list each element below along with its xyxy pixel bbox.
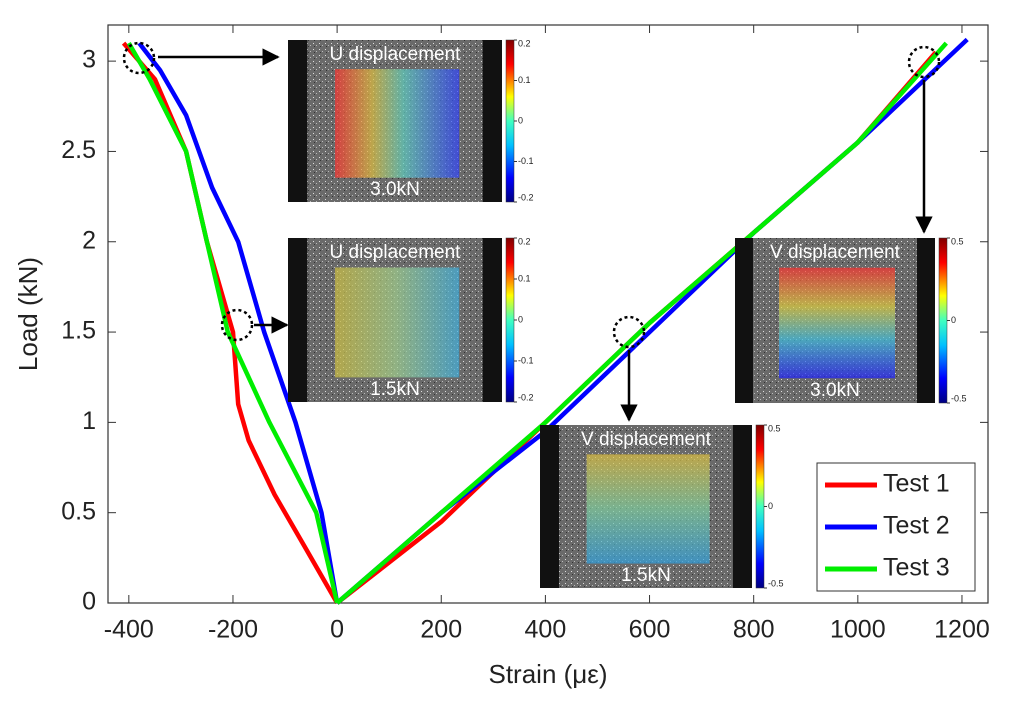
y-tick-label: 3 <box>82 46 96 74</box>
colorbar-tick-label: 0 <box>518 314 523 324</box>
inset: V displacement 1.5kN 0.5 0 -0.5 <box>540 423 784 589</box>
inset-title: V displacement <box>770 242 901 263</box>
highlight-circle <box>220 308 254 342</box>
colorbar <box>938 237 948 404</box>
colorbar <box>505 39 515 203</box>
legend-label: Test 1 <box>883 470 950 498</box>
markers <box>122 41 941 422</box>
inset-edge <box>540 425 560 588</box>
plot-area: -400 -200 0 200 400 600 800 1000 1200 0 0.5 1 1.5 2 2.… <box>61 25 990 644</box>
inset-edge <box>917 238 935 403</box>
inset-edge <box>288 238 308 402</box>
inset: V displacement 3.0kN 0.5 0 -0.5 <box>735 236 967 404</box>
y-axis-label: Load (kN) <box>13 257 43 371</box>
inset-field <box>779 267 895 379</box>
y-tick-label: 0 <box>82 588 96 616</box>
inset-load: 1.5kN <box>621 565 671 586</box>
highlight-circle <box>122 41 156 75</box>
inset-load: 3.0kN <box>810 380 860 401</box>
colorbar-tick-label: 0.1 <box>518 75 531 85</box>
colorbar-tick-label: 0 <box>768 501 773 511</box>
colorbar-tick-label: 0.2 <box>518 38 531 48</box>
colorbar-tick-label: -0.1 <box>518 156 534 166</box>
series-line <box>126 41 948 605</box>
colorbar-tick-label: -0.2 <box>518 192 534 202</box>
legend-label: Test 3 <box>883 554 950 582</box>
x-tick-label: -400 <box>104 616 154 644</box>
x-tick-label: 600 <box>629 616 671 644</box>
inset-field <box>335 69 460 178</box>
inset-title: U displacement <box>330 44 462 65</box>
colorbar <box>505 237 515 403</box>
highlight-circle <box>907 45 941 79</box>
legend-label: Test 2 <box>883 512 950 540</box>
inset: U displacement 1.5kN 0.2 0.1 0 -0.1 -0.2 <box>288 236 534 403</box>
y-tick-label: 1 <box>82 407 96 435</box>
highlight-circle <box>612 315 646 349</box>
y-tick-label: 2 <box>82 226 96 254</box>
colorbar-tick-label: 0.5 <box>768 423 781 433</box>
colorbar-tick-label: 0 <box>518 115 523 125</box>
x-tick-label: 400 <box>525 616 567 644</box>
inset-title: U displacement <box>330 242 462 263</box>
x-tick-label: 200 <box>420 616 462 644</box>
inset-edge <box>482 238 502 402</box>
x-tick-label: 800 <box>733 616 775 644</box>
colorbar-tick-label: 0.1 <box>518 273 531 283</box>
inset-edge <box>732 425 752 588</box>
inset-edge <box>735 238 753 403</box>
legend: Test 1 Test 2 Test 3 <box>816 462 976 592</box>
colorbar-tick-label: -0.5 <box>951 393 967 403</box>
inset-field <box>586 454 710 564</box>
y-tick-label: 2.5 <box>61 136 96 164</box>
inset-load: 1.5kN <box>370 379 420 400</box>
inset-edge <box>482 40 502 202</box>
y-tick-label: 1.5 <box>61 317 96 345</box>
x-tick-label: 1200 <box>934 616 990 644</box>
x-tick-label: -200 <box>208 616 258 644</box>
colorbar-tick-label: -0.5 <box>768 578 784 588</box>
colorbar-tick-label: 0.2 <box>518 236 531 246</box>
x-tick-label: 0 <box>330 616 344 644</box>
inset-field <box>335 267 460 378</box>
y-tick-label: 0.5 <box>61 497 96 525</box>
colorbar-tick-label: -0.2 <box>518 392 534 402</box>
colorbar-tick-label: 0 <box>951 315 956 325</box>
plot-frame <box>107 24 989 604</box>
inset-load: 3.0kN <box>370 179 420 200</box>
colorbar <box>755 424 765 589</box>
colorbar-tick-label: 0.5 <box>951 236 964 246</box>
inset-edge <box>288 40 308 202</box>
x-tick-label: 1000 <box>830 616 886 644</box>
x-axis-label: Strain (με) <box>488 659 607 689</box>
inset-title: V displacement <box>581 429 712 450</box>
inset: U displacement 3.0kN 0.2 0.1 0 -0.1 -0.2 <box>288 38 534 203</box>
colorbar-tick-label: -0.1 <box>518 355 534 365</box>
